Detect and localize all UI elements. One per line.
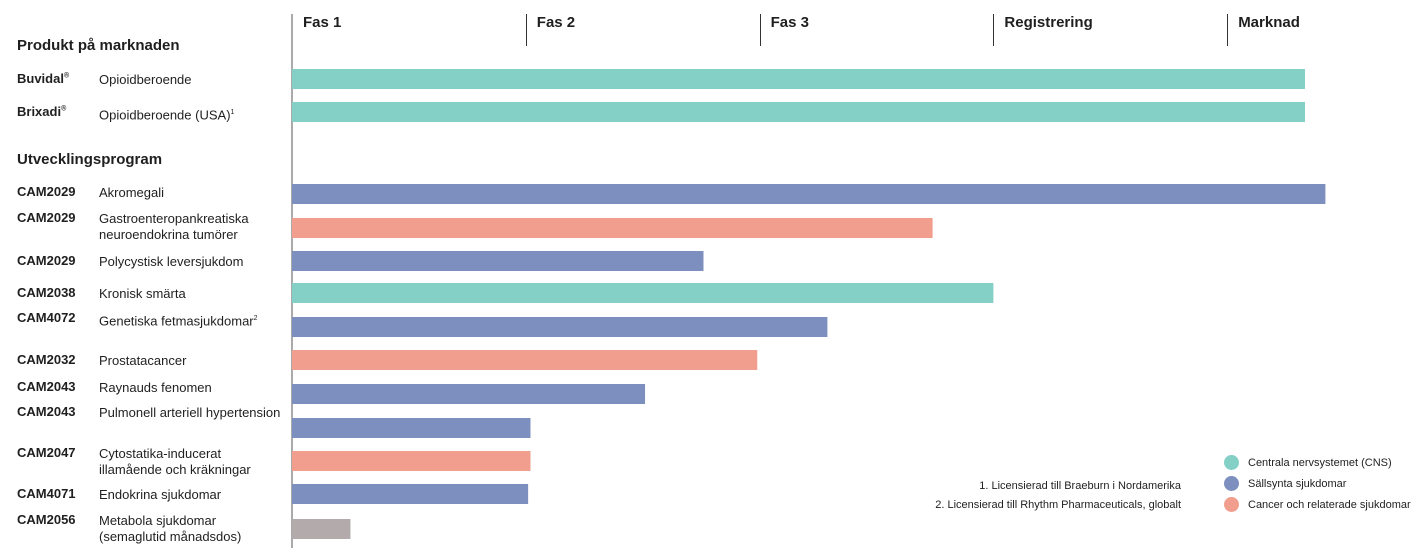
phase-label: Fas 2 (536, 14, 576, 31)
row-code: CAM4072 (17, 310, 76, 325)
row-description: Raynauds fenomen (99, 380, 212, 395)
row-code: CAM2032 (17, 352, 76, 367)
row-code: CAM4071 (17, 486, 76, 501)
bar (292, 484, 529, 504)
row-code: CAM2038 (17, 285, 76, 300)
phase-label: Fas 1 (303, 14, 342, 31)
row-description: Kronisk smärta (99, 286, 186, 301)
legend-item: Cancer och relaterade sjukdomar (1224, 497, 1411, 512)
phase-tick (993, 14, 995, 46)
phase-label: Fas 3 (770, 14, 809, 31)
row-code: CAM2029 (17, 210, 76, 225)
footnote-2: 2. Licensierad till Rhythm Pharmaceutica… (935, 499, 1181, 511)
row-code: CAM2043 (17, 404, 76, 419)
bar (292, 350, 758, 370)
bar (292, 218, 933, 238)
row-code: CAM2029 (17, 253, 76, 268)
row-description: Metabola sjukdomar (semaglutid månadsdos… (99, 513, 242, 544)
bar (292, 451, 531, 471)
row-description: Genetiska fetmasjukdomar2 (99, 313, 258, 329)
bar (292, 418, 531, 438)
row-description: Polycystisk leversjukdom (99, 254, 244, 269)
bar (292, 519, 351, 539)
phase-label: Marknad (1238, 14, 1300, 31)
row-description: Cytostatika-inducerat illamående och krä… (99, 446, 251, 477)
legend-swatch (1224, 455, 1239, 470)
bar (292, 69, 1305, 89)
phase-tick (525, 14, 527, 46)
bar (292, 317, 828, 337)
row-description: Gastroenteropankreatiska neuroendokrina … (99, 211, 249, 242)
legend-label: Cancer och relaterade sjukdomar (1248, 498, 1411, 511)
phase-tick (1227, 14, 1229, 46)
row-description: Akromegali (99, 185, 165, 200)
bar (292, 184, 1326, 204)
row-description: Pulmonell arteriell hypertension (99, 405, 281, 420)
row-code: CAM2056 (17, 512, 76, 527)
legend-label: Centrala nervsystemet (CNS) (1248, 456, 1392, 469)
legend-item: Sällsynta sjukdomar (1224, 476, 1346, 491)
row-code: CAM2047 (17, 445, 76, 460)
footnote-1: 1. Licensierad till Braeburn i Nordameri… (979, 480, 1181, 492)
bar (292, 251, 704, 271)
row-description: Endokrina sjukdomar (99, 487, 222, 502)
section-title-market: Produkt på marknaden (17, 37, 180, 54)
row-code: CAM2029 (17, 184, 76, 199)
row-description: Prostatacancer (99, 353, 187, 368)
row-code: CAM2043 (17, 379, 76, 394)
row-code: Brixadi® (17, 104, 67, 119)
bar (292, 102, 1305, 122)
row-description: Opioidberoende (99, 72, 192, 87)
legend-swatch (1224, 476, 1239, 491)
legend-swatch (1224, 497, 1239, 512)
legend-label: Sällsynta sjukdomar (1248, 477, 1347, 490)
section-title-development: Utvecklingsprogram (17, 151, 163, 168)
legend-item: Centrala nervsystemet (CNS) (1224, 455, 1392, 470)
phase-tick (759, 14, 761, 46)
phase-label: Registrering (1004, 14, 1093, 31)
bar (292, 283, 994, 303)
row-description: Opioidberoende (USA)1 (99, 107, 235, 123)
row-code: Buvidal® (17, 71, 70, 86)
bar (292, 384, 646, 404)
